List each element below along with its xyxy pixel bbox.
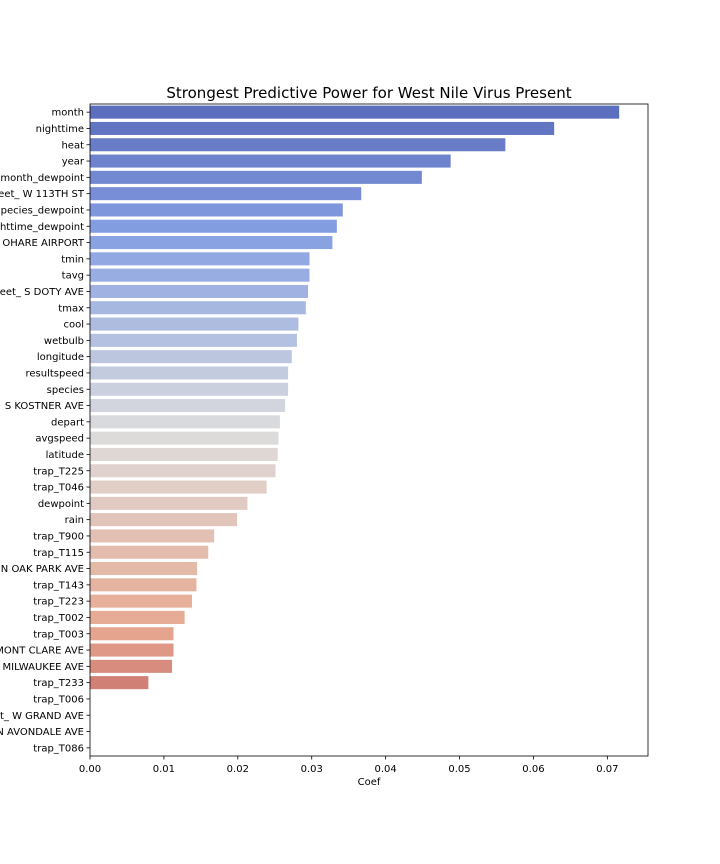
x-tick-label: 0.05 [448,764,470,775]
x-tick-label: 0.04 [374,764,396,775]
y-tick-label: MONT CLARE AVE [0,646,84,657]
y-tick-label: month_dewpoint [0,173,84,184]
bar-19 [90,415,280,429]
y-tick-label: eet_ W 113TH ST [0,189,85,200]
x-tick-label: 0.01 [153,764,175,775]
y-tick-label: depart [51,417,84,428]
y-tick-label: trap_T006 [33,694,84,705]
bar-10 [90,268,310,282]
bar-27 [90,545,209,559]
y-tick-label: S KOSTNER AVE [5,401,84,412]
bar-3 [90,154,451,168]
bar-12 [90,301,306,315]
y-tick-label: nighttime [36,124,84,135]
y-tick-label: avgspeed [35,434,84,445]
bar-20 [90,431,279,445]
x-tick-label: 0.00 [79,764,101,775]
y-tick-label: tmin [61,254,84,265]
x-axis-ticks: 0.00 0.01 0.02 0.03 0.04 0.05 0.06 0.07 [79,756,618,775]
bar-30 [90,594,192,608]
bars-layer [90,105,620,690]
y-tick-label: rain [65,515,84,526]
bar-29 [90,578,197,592]
y-tick-label: species [47,385,84,396]
y-tick-label: heat [61,140,84,151]
y-tick-label: trap_T900 [33,531,84,542]
bar-35 [90,676,149,690]
bar-1 [90,121,555,135]
x-tick-label: 0.03 [301,764,323,775]
bar-2 [90,138,506,152]
bar-15 [90,350,292,364]
y-tick-label: eet_ S DOTY AVE [0,287,84,298]
y-tick-label: trap_T086 [33,743,84,754]
bar-22 [90,464,276,478]
bar-33 [90,643,174,657]
bar-21 [90,447,278,461]
bar-16 [90,366,289,380]
y-tick-label: wetbulb [44,336,84,347]
bar-34 [90,659,173,673]
bar-4 [90,170,422,184]
bar-9 [90,252,310,266]
x-tick-label: 0.06 [522,764,544,775]
bar-5 [90,187,362,201]
y-tick-label: N AVONDALE AVE [0,727,84,738]
y-tick-label: trap_T115 [33,548,84,559]
bar-11 [90,284,309,298]
bar-8 [90,236,333,250]
y-tick-label: tmax [58,303,84,314]
x-axis-title: Coef [358,777,381,788]
bar-32 [90,627,174,641]
y-tick-label: longitude [37,352,84,363]
y-tick-label: trap_T233 [33,678,84,689]
y-tick-label: trap_T143 [33,580,84,591]
y-tick-label: cool [63,320,84,331]
bar-17 [90,382,289,396]
y-tick-label: trap_T002 [33,613,84,624]
y-tick-label: trap_T225 [33,466,84,477]
y-tick-label: latitude [46,450,84,461]
bar-6 [90,203,343,217]
y-tick-label: tavg [62,271,84,282]
y-tick-label: year [62,157,85,168]
bar-7 [90,219,337,233]
y-tick-label: N OAK PARK AVE [1,564,84,575]
y-tick-label: MILWAUKEE AVE [3,662,84,673]
y-tick-label: dewpoint [38,499,84,510]
bar-31 [90,610,185,624]
y-tick-label: resultspeed [25,368,84,379]
x-tick-label: 0.02 [227,764,249,775]
y-tick-label: trap_T003 [33,629,84,640]
plot-frame [89,103,649,757]
y-tick-label: t_ W GRAND AVE [0,711,84,722]
bar-13 [90,317,299,331]
y-tick-label: trap_T046 [33,483,84,494]
y-tick-label: httime_dewpoint [0,222,84,233]
y-tick-label: trap_T223 [33,597,84,608]
chart-title: Strongest Predictive Power for West Nile… [166,84,571,102]
bar-23 [90,480,267,494]
y-tick-label: OHARE AIRPORT [2,238,85,249]
bar-24 [90,496,248,510]
bar-26 [90,529,215,543]
bar-14 [90,333,297,347]
bar-18 [90,399,286,413]
x-tick-label: 0.07 [596,764,618,775]
y-tick-labels: month nighttime heat year month_dewpoint eet_… [0,108,90,754]
bar-0 [90,105,620,119]
bar-28 [90,562,198,576]
y-tick-label: month [52,108,84,119]
bar-25 [90,513,238,527]
y-tick-label: pecies_dewpoint [1,205,84,216]
